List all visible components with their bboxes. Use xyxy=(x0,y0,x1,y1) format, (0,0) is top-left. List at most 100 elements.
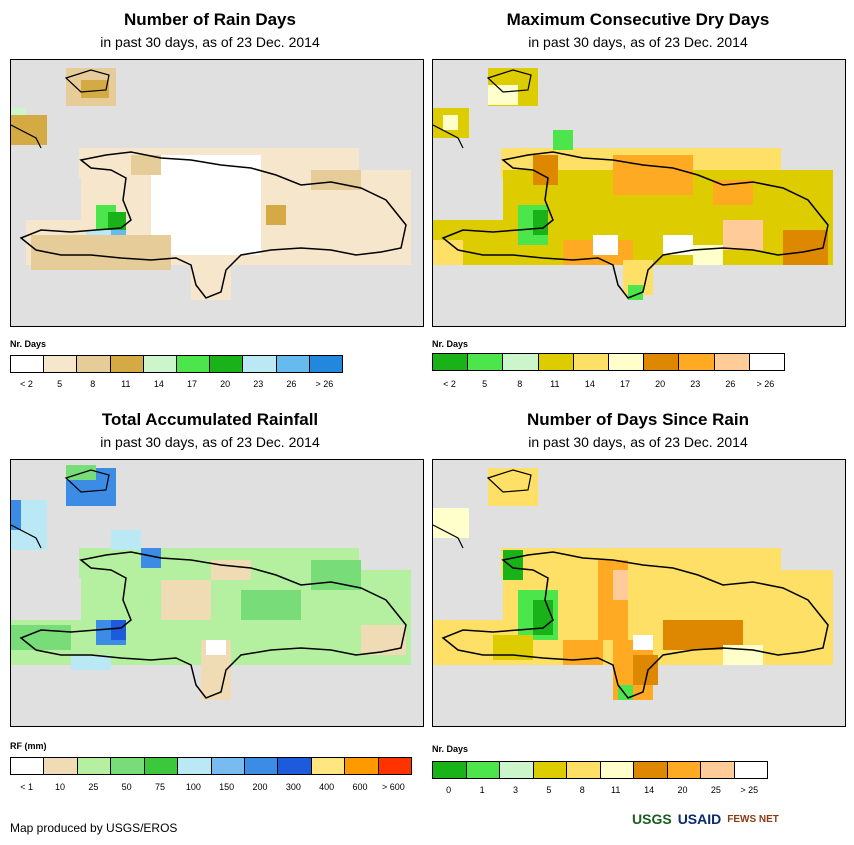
legend-label: 5 xyxy=(482,379,488,389)
usaid-logo-text: USAID xyxy=(677,811,722,827)
legend-label: 14 xyxy=(584,379,595,389)
fewsnet-logo-text: FEWS NET xyxy=(727,813,779,825)
legend-swatch xyxy=(311,758,346,774)
legend-label: 600 xyxy=(352,782,368,792)
grid-cells xyxy=(433,468,833,700)
legend-swatch xyxy=(110,356,144,372)
legend-label: 50 xyxy=(121,782,132,792)
legend-label: 20 xyxy=(655,379,666,389)
legend-label: 8 xyxy=(90,379,96,389)
legend-bar xyxy=(432,761,768,779)
legend-swatch xyxy=(178,758,212,774)
legend-title: Nr. Days xyxy=(10,339,47,349)
map-dry-days-svg xyxy=(433,68,833,300)
legend-swatch xyxy=(500,762,534,778)
legend-swatch xyxy=(309,356,343,372)
usgs-logo: USGS xyxy=(632,811,672,827)
panel-rainfall: Total Accumulated Rainfall in past 30 da… xyxy=(0,400,424,800)
legend-label: 150 xyxy=(219,782,235,792)
legend-label: 200 xyxy=(252,782,268,792)
legend-labels: 0 1 3 5 8 11 14 20 25 > 25 xyxy=(432,785,766,797)
legend-title: RF (mm) xyxy=(10,741,47,751)
legend-label: 26 xyxy=(725,379,736,389)
legend-label: 5 xyxy=(57,379,63,389)
panel-title: Number of Rain Days xyxy=(124,10,296,29)
legend-label: < 1 xyxy=(20,782,34,792)
legend-label: 100 xyxy=(185,782,201,792)
legend-swatch xyxy=(144,758,179,774)
panel-subtitle: in past 30 days, as of 23 Dec. 2014 xyxy=(100,34,320,50)
legend-swatch xyxy=(567,762,601,778)
legend-swatch xyxy=(244,758,279,774)
map-since-rain-svg xyxy=(433,468,833,700)
map-rain-days-svg xyxy=(11,68,411,300)
legend-bar xyxy=(10,757,412,775)
legend-label: 8 xyxy=(517,379,523,389)
legend-label: > 26 xyxy=(315,379,334,389)
grid-cells xyxy=(433,68,833,300)
legend-swatch xyxy=(77,356,111,372)
legend-label: 11 xyxy=(611,785,621,795)
map-dry-days xyxy=(432,59,846,327)
fewsnet-logo: FEWS NET xyxy=(727,814,779,825)
legend-swatch xyxy=(276,356,310,372)
legend-swatch xyxy=(533,762,567,778)
legend-swatch xyxy=(634,762,668,778)
panel-subtitle: in past 30 days, as of 23 Dec. 2014 xyxy=(528,434,748,450)
legend-swatch xyxy=(345,758,379,774)
legend-label: 0 xyxy=(446,785,452,795)
agency-logos: USGS USAID FEWS NET xyxy=(632,806,779,832)
grid-cells xyxy=(11,465,411,700)
legend-label: < 2 xyxy=(20,379,33,389)
panel-subtitle: in past 30 days, as of 23 Dec. 2014 xyxy=(100,434,320,450)
legend-labels: < 2 5 8 11 14 17 20 23 26 > 26 xyxy=(432,379,783,391)
legend-swatch xyxy=(111,758,145,774)
legend-swatch xyxy=(468,354,504,370)
legend-label: > 25 xyxy=(740,785,759,795)
usaid-logo: USAID xyxy=(678,811,722,827)
island-outline xyxy=(19,551,407,699)
panel-since-rain: Number of Days Since Rain in past 30 day… xyxy=(428,400,848,800)
legend-label: 11 xyxy=(121,379,131,389)
legend-title: Nr. Days xyxy=(432,744,469,754)
legend-label: 3 xyxy=(512,785,519,795)
legend-swatch xyxy=(211,758,245,774)
legend-swatch xyxy=(667,762,701,778)
legend-label: 14 xyxy=(153,379,164,389)
legend-label: 300 xyxy=(285,782,301,792)
legend-label: > 26 xyxy=(756,379,775,389)
legend-label: 5 xyxy=(546,785,552,795)
legend-label: 25 xyxy=(88,782,99,792)
grid-cells xyxy=(11,68,411,300)
legend-swatch xyxy=(714,354,750,370)
panel-subtitle: in past 30 days, as of 23 Dec. 2014 xyxy=(528,34,748,50)
legend-swatch xyxy=(701,762,735,778)
panel-title: Number of Days Since Rain xyxy=(526,410,749,429)
legend-swatch xyxy=(77,758,112,774)
legend-swatch xyxy=(466,762,500,778)
legend-label: 75 xyxy=(154,782,166,792)
island-outline xyxy=(19,151,407,299)
map-rain-days xyxy=(10,59,424,327)
legend-label: 17 xyxy=(620,379,631,389)
legend-swatch xyxy=(243,356,277,372)
panel-title: Total Accumulated Rainfall xyxy=(101,410,319,429)
panel-title: Maximum Consecutive Dry Days xyxy=(506,10,770,29)
panel-dry-days: Maximum Consecutive Dry Days in past 30 … xyxy=(428,0,848,400)
legend-label: 10 xyxy=(54,782,66,792)
legend-swatch xyxy=(11,758,45,774)
credit-text: Map produced by USGS/EROS xyxy=(10,821,178,835)
map-rainfall xyxy=(10,459,424,727)
legend-labels: < 2 5 8 11 14 17 20 23 26 > 26 xyxy=(10,379,341,391)
legend-label: 1 xyxy=(479,785,485,795)
legend-label: 23 xyxy=(253,379,264,389)
legend-swatch xyxy=(433,354,469,370)
legend-swatch xyxy=(503,354,539,370)
legend-label: 400 xyxy=(319,782,335,792)
legend-label: 23 xyxy=(690,379,701,389)
legend-label: 20 xyxy=(220,379,231,389)
island-outline xyxy=(441,551,829,699)
legend-swatch xyxy=(143,356,178,372)
legend-swatch xyxy=(734,762,767,778)
legend-label: 20 xyxy=(677,785,688,795)
